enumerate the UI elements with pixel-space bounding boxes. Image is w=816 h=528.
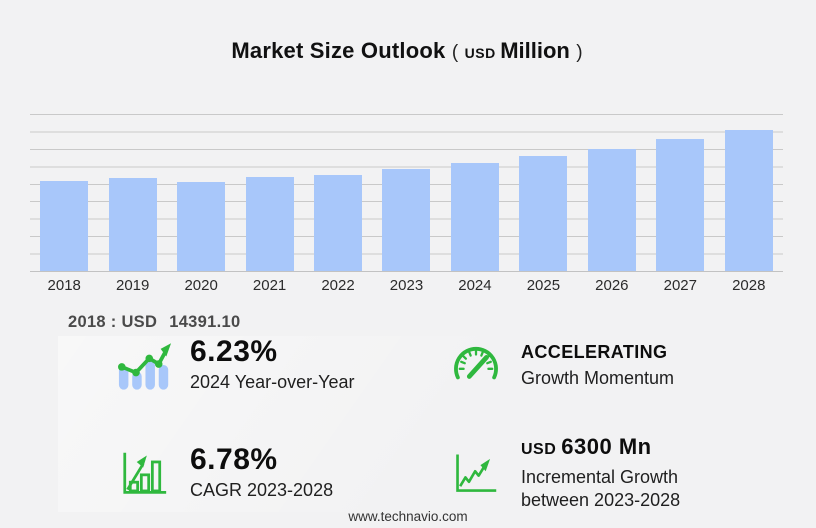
stats-panel: 6.23% 2024 Year-over-Year [58,336,774,512]
bar-cell [167,114,235,271]
base-year-annotation: 2018 : USD 14391.10 [68,313,240,332]
x-tick-label: 2018 [47,277,81,294]
x-axis-labels: 2018 2019 2020 2021 2022 2023 2024 2025 2026 2027… [30,277,783,294]
incremental-value: USD 6300 Mn [521,434,711,463]
bar-cell [646,114,714,271]
incremental-label: Incremental Growth between 2023-2028 [521,467,681,510]
bar-2023 [382,169,431,271]
title-paren-close: ) [576,42,583,63]
x-tick-label: 2025 [526,277,561,294]
x-tick-label: 2021 [252,277,287,294]
bar-cell [98,114,166,271]
cagr-value: 6.78% [190,443,278,476]
speedometer-icon [447,344,505,386]
bar-cell [715,114,783,271]
bar-2022 [314,174,363,271]
chart-title: Market Size Outlook ( USD Million ) [0,38,816,64]
line-chart-growth-icon [447,452,505,494]
bar-cell [304,114,372,271]
bar-2025 [519,155,568,271]
stat-cagr: 6.78% CAGR 2023-2028 [58,434,430,512]
chart-title-text: Market Size Outlook [231,38,446,63]
momentum-label: Growth Momentum [521,368,675,388]
x-tick-label: 2027 [663,277,697,294]
base-year-label: 2018 : USD [68,313,158,331]
bar-2028 [724,129,773,271]
bar-cell [441,114,509,271]
website-text: www.technavio.com [348,509,468,524]
cagr-label: CAGR 2023-2028 [190,480,334,500]
bar-cell [30,114,98,271]
x-tick-label: 2028 [732,277,766,294]
title-currency: USD [464,45,496,61]
title-paren-open: ( [451,42,459,63]
incremental-amount: 6300 Mn [561,434,652,459]
yoy-value: 6.23% [190,335,278,368]
bar-2024 [450,162,499,271]
bar-plot [30,114,783,272]
bar-2018 [40,180,89,271]
momentum-value: ACCELERATING [521,342,668,362]
x-tick-label: 2022 [321,277,355,294]
x-tick-label: 2024 [458,277,492,294]
x-tick-label: 2023 [389,277,424,294]
x-tick-label: 2019 [115,277,150,294]
incremental-currency: USD [521,441,557,458]
bar-cell [509,114,577,271]
stat-incremental: USD 6300 Mn Incremental Growth between 20… [430,434,774,512]
bar-cell [372,114,440,271]
bar-2020 [177,181,226,271]
x-tick-label: 2020 [184,277,218,294]
bar-cell [578,114,646,271]
base-year-value: 14391.10 [169,313,241,331]
bar-2026 [587,148,636,271]
title-unit: Million [500,38,570,63]
stat-momentum: ACCELERATING Growth Momentum [430,336,774,394]
bar-cell [235,114,303,271]
bar-2019 [108,177,157,271]
bar-2027 [656,139,705,271]
bar-chart-growth-icon [116,450,174,496]
yoy-label: 2024 Year-over-Year [190,372,355,392]
bar-line-growth-icon [116,339,174,391]
x-tick-label: 2026 [595,277,629,294]
stat-yoy: 6.23% 2024 Year-over-Year [58,336,430,394]
bar-2021 [245,177,294,271]
